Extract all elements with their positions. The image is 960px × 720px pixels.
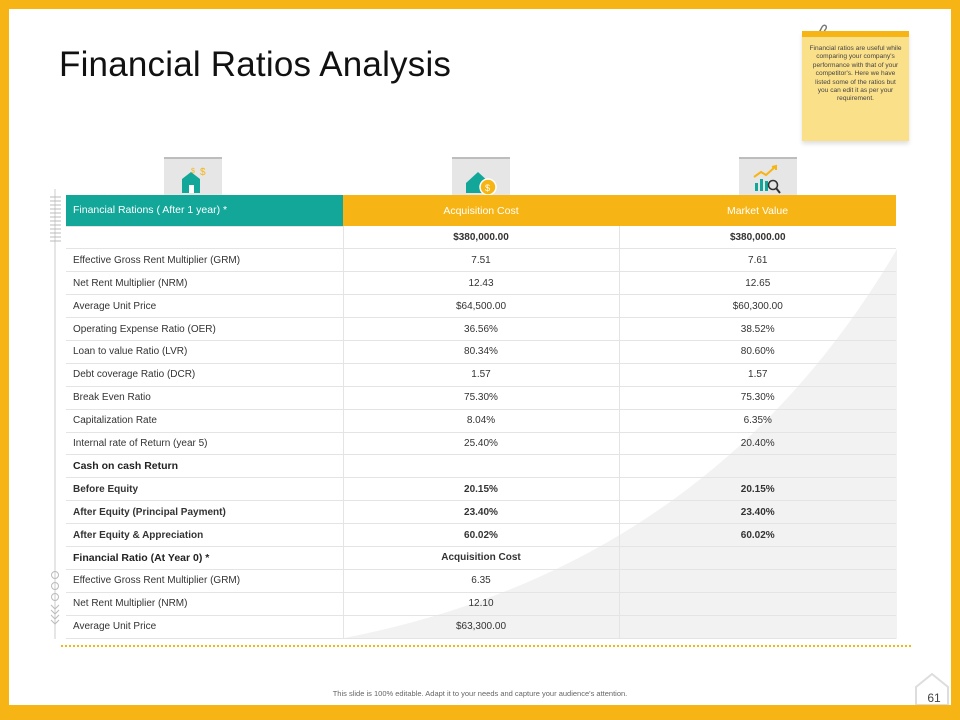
tab-house-dollar: $ $: [164, 157, 222, 199]
market-value-cell: 7.61: [619, 248, 896, 273]
market-value-cell: 20.40%: [619, 432, 896, 456]
market-value-cell: 1.57: [619, 363, 896, 387]
ratios-table: Financial Rations ( After 1 year) * Acqu…: [66, 195, 896, 639]
table-row: Before Equity 20.15% 20.15%: [66, 477, 896, 502]
page-number: 61: [927, 691, 941, 705]
table-row: Debt coverage Ratio (DCR) 1.57 1.57: [66, 363, 896, 387]
row-label: Average Unit Price: [66, 615, 343, 639]
market-value-cell: $60,300.00: [619, 294, 896, 319]
market-value-cell: [619, 615, 896, 639]
acquisition-cost-cell: 80.34%: [342, 340, 620, 364]
table-row: $380,000.00 $380,000.00: [66, 226, 896, 250]
slide: Financial Ratios Analysis Financial rati…: [9, 9, 951, 705]
acquisition-cost-cell: 8.04%: [342, 409, 620, 433]
table-row: Operating Expense Ratio (OER) 36.56% 38.52…: [66, 317, 896, 341]
acquisition-cost-cell: 6.35: [342, 569, 620, 593]
acquisition-cost-cell: 7.51: [342, 248, 620, 273]
row-label: Net Rent Multiplier (NRM): [66, 271, 343, 296]
market-value-cell: 23.40%: [619, 500, 896, 525]
sticky-note: Financial ratios are useful while compar…: [802, 31, 909, 141]
market-value-cell: [619, 454, 896, 479]
acquisition-cost-cell: 75.30%: [342, 386, 620, 410]
market-value-cell: 38.52%: [619, 317, 896, 341]
tab-chart-search: [739, 157, 797, 199]
market-value-cell: 75.30%: [619, 386, 896, 410]
row-label: After Equity (Principal Payment): [66, 500, 343, 525]
coin-house-icon: $: [466, 172, 497, 196]
table-row: After Equity (Principal Payment) 23.40% 23…: [66, 500, 896, 525]
acquisition-cost-cell: 25.40%: [342, 432, 620, 456]
table-row: Effective Gross Rent Multiplier (GRM) 7.5…: [66, 248, 896, 273]
table-row: Net Rent Multiplier (NRM) 12.43 12.65: [66, 271, 896, 296]
acquisition-cost-cell: 23.40%: [342, 500, 620, 525]
row-label: Loan to value Ratio (LVR): [66, 340, 343, 364]
table-row: Financial Ratio (At Year 0) * Acquisition…: [66, 546, 896, 570]
acquisition-cost-cell: 36.56%: [342, 317, 620, 341]
row-label: [66, 226, 343, 250]
page-title: Financial Ratios Analysis: [59, 45, 452, 84]
table-row: Net Rent Multiplier (NRM) 12.10: [66, 592, 896, 616]
table-row: Break Even Ratio 75.30% 75.30%: [66, 386, 896, 410]
acquisition-cost-cell: 1.57: [342, 363, 620, 387]
row-label: Before Equity: [66, 477, 343, 502]
market-value-cell: 60.02%: [619, 523, 896, 547]
row-label: Internal rate of Return (year 5): [66, 432, 343, 456]
table-row: Loan to value Ratio (LVR) 80.34% 80.60%: [66, 340, 896, 364]
table-row: Average Unit Price $64,500.00 $60,300.00: [66, 294, 896, 319]
acquisition-cost-cell: 60.02%: [342, 523, 620, 547]
note-text: Financial ratios are useful while compar…: [809, 45, 902, 103]
table-header-row: Financial Rations ( After 1 year) * Acqu…: [66, 195, 896, 227]
row-label: Effective Gross Rent Multiplier (GRM): [66, 569, 343, 593]
table-row: Cash on cash Return: [66, 454, 896, 479]
tab-coin-house: $: [452, 157, 510, 199]
row-label: Break Even Ratio: [66, 386, 343, 410]
market-value-cell: [619, 569, 896, 593]
svg-text:$: $: [191, 168, 195, 175]
acquisition-cost-cell: Acquisition Cost: [342, 546, 620, 570]
acquisition-cost-cell: 20.15%: [342, 477, 620, 502]
market-value-cell: $380,000.00: [619, 226, 896, 250]
table-row: Internal rate of Return (year 5) 25.40% 20…: [66, 432, 896, 456]
home-shape-icon: [915, 672, 949, 705]
table-row: Average Unit Price $63,300.00: [66, 615, 896, 639]
row-label: Cash on cash Return: [66, 454, 343, 479]
market-value-cell: [619, 546, 896, 570]
svg-text:$: $: [200, 167, 206, 178]
acquisition-cost-cell: 12.10: [342, 592, 620, 616]
row-label: Operating Expense Ratio (OER): [66, 317, 343, 341]
row-label: Debt coverage Ratio (DCR): [66, 363, 343, 387]
table-row: Capitalization Rate 8.04% 6.35%: [66, 409, 896, 433]
chart-search-icon: [753, 164, 781, 194]
header-market-value: Market Value: [619, 195, 896, 226]
row-label: Effective Gross Rent Multiplier (GRM): [66, 248, 343, 273]
acquisition-cost-cell: [342, 454, 620, 479]
acquisition-cost-cell: 12.43: [342, 271, 620, 296]
market-value-cell: [619, 592, 896, 616]
dotted-divider: [61, 645, 911, 651]
market-value-cell: 20.15%: [619, 477, 896, 502]
svg-text:$: $: [485, 183, 490, 193]
footer-text: This slide is 100% editable. Adapt it to…: [332, 689, 628, 698]
market-value-cell: 80.60%: [619, 340, 896, 364]
market-value-cell: 6.35%: [619, 409, 896, 433]
row-label: Capitalization Rate: [66, 409, 343, 433]
acquisition-cost-cell: $380,000.00: [342, 226, 620, 250]
row-label: Financial Ratio (At Year 0) *: [66, 546, 343, 570]
row-label: Net Rent Multiplier (NRM): [66, 592, 343, 616]
market-value-cell: 12.65: [619, 271, 896, 296]
header-ratio: Financial Rations ( After 1 year) *: [66, 195, 343, 227]
row-label: Average Unit Price: [66, 294, 343, 319]
table-row: After Equity & Appreciation 60.02% 60.02%: [66, 523, 896, 547]
table-row: Effective Gross Rent Multiplier (GRM) 6.3…: [66, 569, 896, 593]
header-acquisition-cost: Acquisition Cost: [343, 195, 619, 226]
ruler-decoration: [50, 189, 61, 639]
row-label: After Equity & Appreciation: [66, 523, 343, 547]
acquisition-cost-cell: $63,300.00: [342, 615, 620, 639]
house-dollar-icon: $ $: [182, 167, 206, 193]
acquisition-cost-cell: $64,500.00: [342, 294, 620, 319]
